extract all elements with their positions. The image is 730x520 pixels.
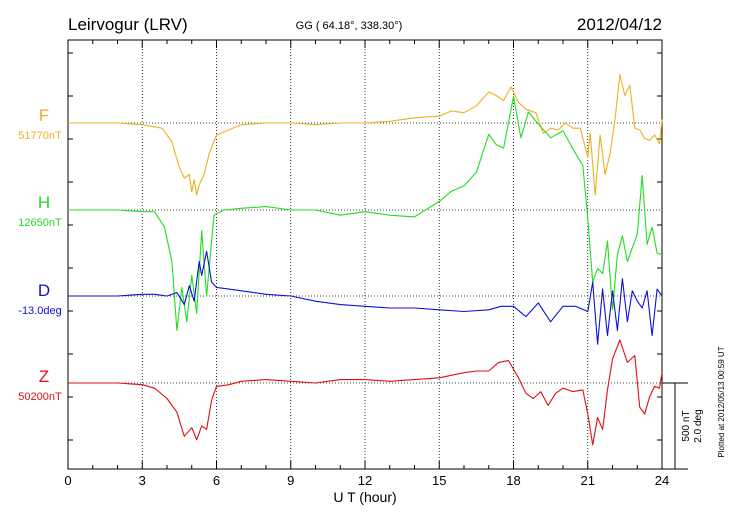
series-line-z: [68, 339, 663, 446]
x-tick-label: 6: [213, 473, 220, 488]
x-tick-label: 9: [287, 473, 294, 488]
series-line-h: [68, 95, 663, 331]
series-letter-d: D: [38, 281, 50, 300]
x-tick-label: 3: [139, 473, 146, 488]
station-title: Leirvogur (LRV): [68, 15, 188, 34]
series-baseline-z: 50200nT: [18, 391, 62, 403]
plot-frame: [67, 39, 663, 470]
series-layer: [68, 74, 663, 446]
series-labels: F 51770nT H 12650nT D -13.0deg Z 50200nT: [18, 106, 62, 403]
series-letter-f: F: [39, 106, 49, 125]
series-baseline-f: 51770nT: [18, 130, 62, 142]
x-tick-label: 21: [581, 473, 595, 488]
series-line-d: [68, 250, 663, 345]
x-axis-ticks: 0 3 6 9 12 15 18 21 24: [64, 40, 669, 488]
series-baseline-h: 12650nT: [18, 217, 62, 229]
series-baseline-d: -13.0deg: [18, 305, 61, 317]
scale-bar-nt: 500 nT: [681, 410, 692, 441]
chart-date: 2012/04/12: [577, 15, 662, 34]
x-tick-label: 12: [358, 473, 372, 488]
x-axis-label: U T (hour): [333, 489, 396, 505]
scale-bar-deg: 2.0 deg: [693, 409, 704, 442]
series-line-f: [68, 74, 663, 196]
series-letter-z: Z: [39, 367, 49, 386]
station-coordinates: GG ( 64.18°, 338.30°): [296, 20, 403, 32]
scale-bar: 500 nT 2.0 deg: [662, 382, 704, 470]
x-tick-label: 15: [432, 473, 446, 488]
grid-lines: [68, 40, 662, 469]
x-tick-label: 0: [64, 473, 71, 488]
series-letter-h: H: [38, 193, 50, 212]
x-tick-label: 18: [506, 473, 520, 488]
plotted-timestamp: Plotted at 2012/05/13 00:59 UT: [717, 346, 726, 457]
x-tick-label: 24: [655, 473, 669, 488]
